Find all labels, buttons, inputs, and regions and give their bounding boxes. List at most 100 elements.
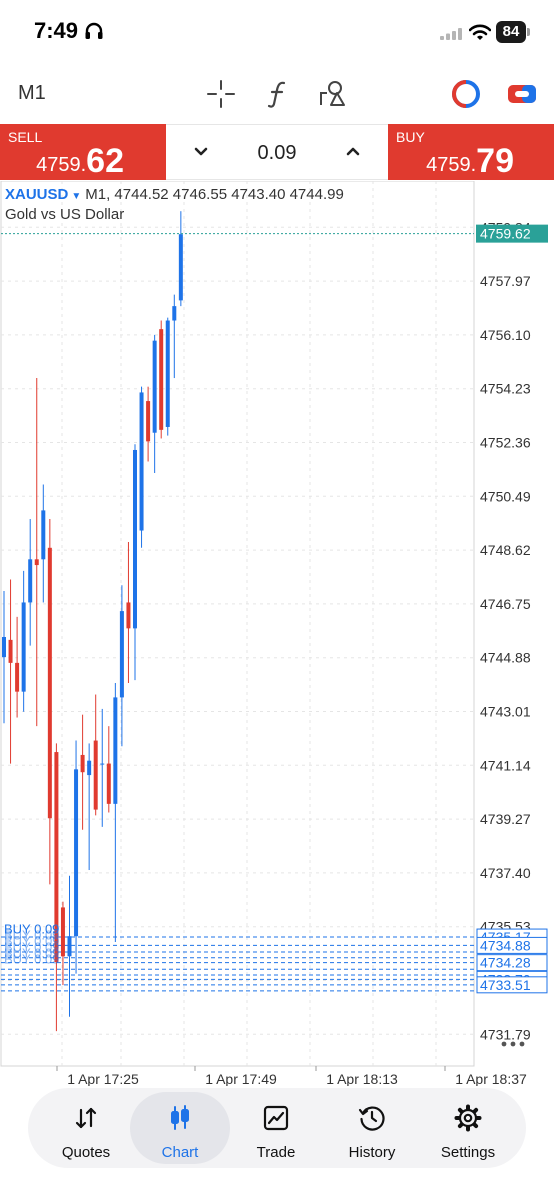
price-chart[interactable]: 4759.844735.534757.974756.104754.234752.… <box>0 181 554 1086</box>
symbol-description: Gold vs US Dollar <box>5 206 125 223</box>
candle-body <box>87 760 92 776</box>
tab-label: History <box>348 1144 396 1161</box>
buy-price: 4759.79 <box>426 141 514 180</box>
battery-indicator: 84 <box>496 21 526 43</box>
chevron-up-icon[interactable] <box>342 141 364 163</box>
candle-body <box>60 907 65 957</box>
candle-body <box>2 636 6 658</box>
plot-frame <box>0 181 475 1067</box>
price-tick-label: 4757.97 <box>480 273 531 289</box>
tab-trade[interactable]: Trade <box>226 1092 326 1164</box>
candle-body <box>21 602 26 692</box>
order-price-tag-label: 4734.28 <box>480 955 531 971</box>
position-label: BUY 0.09 <box>4 933 59 948</box>
candle-body <box>152 340 157 433</box>
candle-body <box>93 740 98 810</box>
price-tick-label: 4744.88 <box>480 650 531 666</box>
buy-price-pips: 79 <box>476 142 514 180</box>
symbol-dropdown-icon[interactable]: ▼ <box>71 191 82 202</box>
candle-body <box>146 401 151 442</box>
objects-icon[interactable] <box>317 78 349 110</box>
position-label: BUY 0.09 <box>4 921 59 936</box>
candle-body <box>159 329 164 430</box>
candle-body <box>113 697 118 804</box>
price-tick-label: 4731.79 <box>480 1026 531 1042</box>
price-tick-label: 4750.49 <box>480 488 531 504</box>
order-price-tag <box>476 936 548 954</box>
price-tick-label: 4748.62 <box>480 542 531 558</box>
time-tick-label: 1 Apr 17:25 <box>67 1071 139 1086</box>
timeframe-selector[interactable]: M1 <box>18 82 46 104</box>
tab-settings[interactable]: Settings <box>418 1092 518 1164</box>
candlestick-chart[interactable]: 4759.844735.534757.974756.104754.234752.… <box>0 181 554 1086</box>
price-tick-label: 4756.10 <box>480 327 531 343</box>
lot-size-value[interactable]: 0.09 <box>257 142 297 164</box>
sell-button[interactable]: SELL 4759.62 <box>0 124 166 180</box>
candle-body <box>172 306 177 321</box>
tab-history[interactable]: History <box>322 1092 422 1164</box>
candle-body <box>100 763 105 765</box>
candle-body <box>28 559 33 603</box>
chevron-down-icon[interactable] <box>190 141 212 163</box>
lot-size-control: 0.09 <box>166 124 388 180</box>
candle-body <box>165 320 170 427</box>
sell-price: 4759.62 <box>36 141 124 180</box>
candle-body <box>119 611 124 698</box>
price-tick-label: 4754.23 <box>480 381 531 397</box>
symbol-name[interactable]: XAUUSD <box>5 186 69 203</box>
position-label: BUY 0.09 <box>4 927 59 942</box>
order-price-tag-label: 4733.51 <box>480 977 531 993</box>
price-tick-label: 4743.01 <box>480 704 531 720</box>
bid-price-tag-label: 4759.62 <box>480 226 531 242</box>
order-price-tag <box>476 954 548 972</box>
status-bar: 7:49 84 <box>0 0 554 60</box>
bid-price-tag <box>476 224 548 243</box>
quotes-arrows-icon <box>75 1107 97 1129</box>
battery-tip <box>527 28 530 36</box>
symbol-info: XAUUSD ▼ M1, 4744.52 4746.55 4743.40 4744.… <box>5 186 344 203</box>
more-options-icon[interactable] <box>500 1039 526 1049</box>
candle-body <box>139 392 144 531</box>
headphones-icon <box>85 22 103 39</box>
order-price-tag-label: 4734.88 <box>480 937 531 953</box>
tab-quotes[interactable]: Quotes <box>36 1092 136 1164</box>
sell-label: SELL <box>8 129 43 145</box>
candle-body <box>74 769 79 937</box>
buy-price-main: 4759. <box>426 154 477 176</box>
history-clock-icon <box>358 1106 385 1131</box>
buy-button[interactable]: BUY 4759.79 <box>388 124 554 180</box>
status-time: 7:49 <box>34 18 79 43</box>
crosshair-icon[interactable] <box>205 78 237 110</box>
buy-label: BUY <box>396 129 425 145</box>
price-tick-label: 4741.14 <box>480 757 531 773</box>
candle-body <box>178 234 183 301</box>
position-label: BUY 0.09 <box>4 945 59 960</box>
time-tick-label: 1 Apr 17:49 <box>205 1071 277 1086</box>
wifi-icon <box>469 24 491 40</box>
cellular-signal-icon <box>440 28 462 40</box>
position-label: BUY 0.09 <box>4 939 59 954</box>
candle-body <box>34 559 39 566</box>
candle-body <box>80 754 85 773</box>
tab-chart[interactable]: Chart <box>130 1092 230 1164</box>
candle-body <box>106 763 111 804</box>
candle-body <box>133 449 137 629</box>
order-price-tag <box>476 976 548 994</box>
one-click-trading-icon[interactable] <box>506 78 538 110</box>
sell-price-main: 4759. <box>36 154 87 176</box>
candle-body <box>54 752 59 963</box>
chart-toolbar: M1 <box>0 68 554 122</box>
indicators-icon[interactable] <box>262 78 294 110</box>
price-tick-label: 4739.27 <box>480 811 531 827</box>
account-circle-icon[interactable] <box>450 78 482 110</box>
price-tick-label: 4746.75 <box>480 596 531 612</box>
tab-label: Settings <box>440 1144 496 1161</box>
one-click-trade-panel: SELL 4759.62 0.09 BUY 4759.79 <box>0 124 554 180</box>
candle-body <box>15 662 20 692</box>
tab-label: Quotes <box>61 1144 111 1161</box>
sell-price-pips: 62 <box>86 142 124 180</box>
candle-body <box>8 639 13 663</box>
tab-label: Trade <box>256 1144 296 1161</box>
trend-chart-icon <box>263 1105 289 1131</box>
candlestick-icon <box>171 1105 189 1130</box>
